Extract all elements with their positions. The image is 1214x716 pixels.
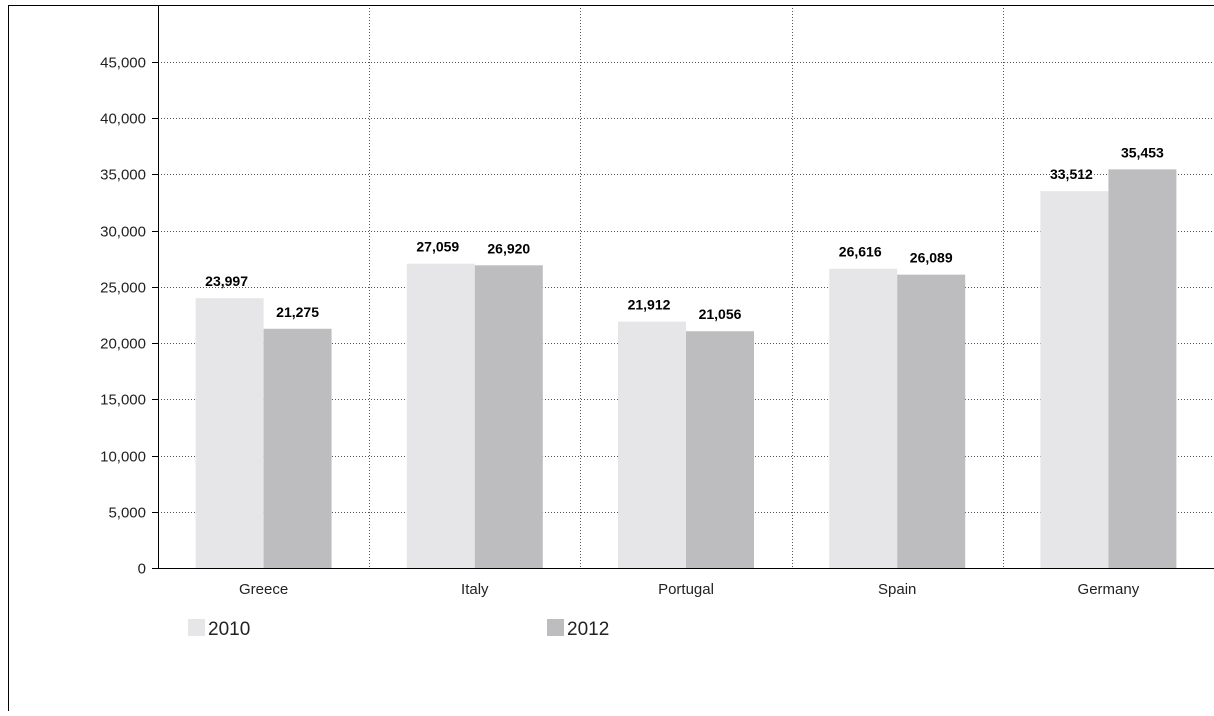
bar-2010-portugal (618, 321, 686, 568)
y-tick-label: 20,000 (100, 336, 146, 353)
bar-2012-germany (1108, 169, 1177, 568)
y-tick-label: 40,000 (100, 111, 146, 128)
data-label-2012-italy: 26,920 (487, 240, 530, 256)
bar-2012-spain (897, 274, 966, 568)
data-label-2010-portugal: 21,912 (628, 297, 671, 313)
bar-2010-germany (1040, 191, 1109, 568)
data-label-2012-spain: 26,089 (910, 250, 953, 266)
legend-label-2010: 2010 (208, 619, 250, 640)
bar-2010-greece (195, 298, 264, 568)
bar-2012-greece (263, 328, 332, 568)
y-tick-label: 5,000 (108, 505, 146, 522)
bars-layer (195, 169, 1177, 568)
category-label-germany: Germany (1078, 581, 1140, 598)
labels-layer: 23,997 21,275 27,059 26,920 21,912 21,056 26,6… (205, 144, 1164, 322)
y-tick-label: 30,000 (100, 224, 146, 241)
bar-2012-italy (474, 265, 543, 568)
y-tick-label: 25,000 (100, 280, 146, 297)
y-tick-label: 45,000 (100, 55, 146, 72)
data-label-2012-germany: 35,453 (1121, 144, 1164, 160)
category-label-spain: Spain (878, 581, 916, 598)
legend-label-2012: 2012 (567, 619, 609, 640)
axis-layer: 0 5,000 10,000 15,000 20,000 25,000 30,000 35,0… (8, 5, 1214, 711)
category-label-portugal: Portugal (658, 581, 714, 598)
y-tick-label: 10,000 (100, 449, 146, 466)
legend: 2010 2012 (188, 619, 609, 640)
data-label-2010-italy: 27,059 (416, 239, 459, 255)
data-label-2010-greece: 23,997 (205, 273, 248, 289)
legend-swatch-2010 (188, 619, 205, 636)
legend-swatch-2012 (547, 619, 564, 636)
data-label-2010-germany: 33,512 (1050, 166, 1093, 182)
data-label-2012-portugal: 21,056 (699, 306, 742, 322)
y-tick-label: 0 (138, 561, 146, 578)
category-label-italy: Italy (461, 581, 489, 598)
data-label-2010-spain: 26,616 (839, 244, 882, 260)
category-label-greece: Greece (239, 581, 288, 598)
bar-2010-italy (406, 263, 475, 568)
bar-2012-portugal (686, 331, 754, 568)
y-tick-label: 35,000 (100, 167, 146, 184)
bar-2010-spain (829, 268, 898, 568)
data-label-2012-greece: 21,275 (276, 304, 319, 320)
y-tick-label: 15,000 (100, 392, 146, 409)
